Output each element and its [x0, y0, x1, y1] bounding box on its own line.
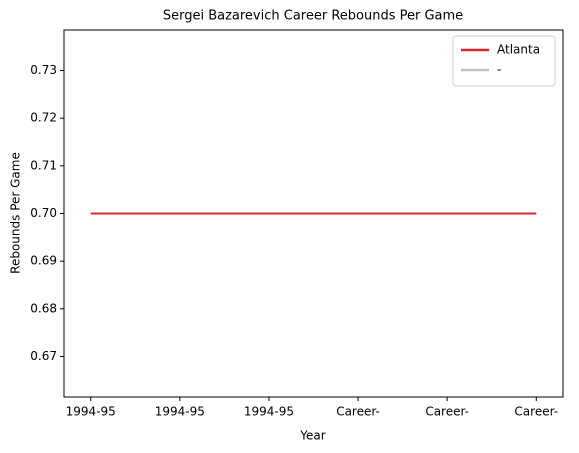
y-tick-label: 0.73 [30, 63, 57, 77]
y-tick-label: 0.71 [30, 158, 57, 172]
legend: Atlanta - [452, 35, 556, 87]
y-tick-label: 0.69 [30, 254, 57, 268]
x-tick-label: 1994-95 [155, 405, 205, 419]
x-tick-label: 1994-95 [66, 405, 116, 419]
x-tick-label: 1994-95 [244, 405, 294, 419]
chart-title: Sergei Bazarevich Career Rebounds Per Ga… [163, 9, 463, 24]
y-axis-label: Rebounds Per Game [9, 152, 23, 274]
legend-label: - [497, 63, 501, 77]
y-tick-label: 0.67 [30, 349, 57, 363]
y-tick-label: 0.68 [30, 301, 57, 315]
x-tick-label: Career- [336, 405, 380, 419]
legend-label: Atlanta [497, 43, 540, 57]
legend-box [452, 35, 556, 87]
plot-frame [63, 29, 564, 398]
y-tick-label: 0.72 [30, 111, 57, 125]
x-tick-label: Career- [425, 405, 469, 419]
x-tick-label: Career- [514, 405, 558, 419]
x-axis-label: Year [299, 429, 325, 443]
y-tick-label: 0.70 [30, 206, 57, 220]
